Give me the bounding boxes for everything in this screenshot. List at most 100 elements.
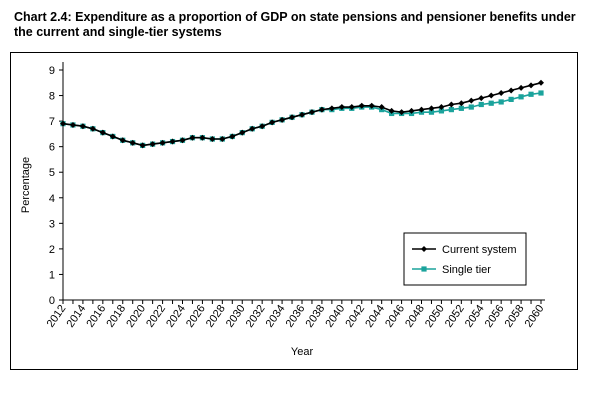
chart-title: Chart 2.4: Expenditure as a proportion o… — [14, 10, 576, 39]
x-tick-label: 2058 — [503, 303, 527, 330]
single-tier-point — [438, 108, 445, 114]
legend-single-tier-marker — [421, 266, 427, 272]
current-system-point — [378, 104, 385, 111]
current-system-point — [418, 106, 425, 113]
x-tick-label: 2044 — [363, 303, 387, 330]
current-system-point — [189, 134, 196, 141]
legend-current-system-marker — [421, 246, 427, 252]
y-axis-label: Percentage — [20, 157, 32, 213]
current-system-point — [259, 123, 266, 130]
legend-box — [403, 232, 527, 286]
current-system-point — [109, 133, 116, 140]
single-tier-point — [448, 107, 454, 113]
current-system-point — [498, 90, 505, 96]
y-tick-label: 2 — [49, 244, 55, 256]
x-tick-label: 2018 — [104, 303, 128, 330]
current-system-point — [289, 114, 296, 121]
current-system-point — [338, 104, 345, 111]
current-system-point — [219, 136, 226, 142]
current-system-point — [169, 138, 176, 145]
x-axis-label: Year — [291, 346, 314, 358]
single-tier-point — [508, 96, 514, 102]
legend-current-system-label: Current system — [442, 244, 517, 256]
x-tick-label: 2026 — [184, 303, 208, 330]
y-tick-label: 8 — [49, 91, 55, 103]
legend-single-tier-label: Single tier — [442, 264, 491, 276]
current-system-point — [99, 129, 106, 136]
current-system-point — [388, 107, 395, 114]
x-tick-label: 2022 — [144, 303, 168, 330]
x-tick-label: 2042 — [343, 303, 367, 330]
x-tick-label: 2036 — [284, 303, 308, 330]
y-tick-label: 7 — [49, 116, 55, 128]
x-tick-label: 2046 — [383, 303, 407, 330]
current-system-point — [239, 129, 246, 136]
single-tier-point — [428, 109, 435, 115]
current-system-point — [209, 136, 216, 142]
current-system-point — [199, 134, 206, 141]
current-system-point — [318, 106, 325, 113]
current-system-point — [129, 139, 136, 146]
current-system-point — [269, 119, 276, 126]
x-tick-label: 2020 — [124, 303, 148, 330]
x-tick-label: 2052 — [443, 303, 467, 330]
x-tick-label: 2054 — [463, 303, 487, 330]
y-tick-label: 0 — [49, 295, 55, 307]
current-system-point — [179, 137, 186, 144]
current-system-point — [159, 139, 166, 146]
y-tick-label: 3 — [49, 218, 55, 230]
current-system-point — [299, 111, 305, 118]
x-tick-label: 2034 — [264, 303, 288, 330]
chart-frame: 0 1 2 3 4 5 6 7 8 9 2012 2014 2016 2018 2020 2022 2024 20… — [10, 52, 578, 370]
current-system-point — [308, 109, 315, 116]
y-tick-label: 4 — [49, 193, 55, 205]
current-system-point — [60, 120, 66, 127]
current-system-point — [398, 109, 405, 116]
current-system-point — [368, 102, 375, 109]
line-chart: 0123456789201220142016201820202022202420… — [20, 62, 547, 358]
current-system-point — [119, 137, 126, 144]
current-system-point — [458, 100, 465, 107]
current-system-point — [89, 125, 96, 132]
x-tick-label: 2050 — [423, 303, 447, 330]
single-tier-point — [538, 90, 544, 96]
current-system-point — [139, 142, 146, 149]
current-system-point — [149, 141, 156, 148]
current-system-point — [358, 102, 365, 109]
single-tier-point — [498, 99, 504, 105]
x-tick-label: 2060 — [523, 303, 547, 330]
current-system-point — [408, 107, 415, 114]
x-tick-label: 2016 — [84, 303, 108, 330]
y-tick-label: 9 — [49, 65, 55, 77]
current-system-point — [478, 95, 485, 102]
current-system-point — [448, 101, 455, 108]
current-system-point — [518, 84, 525, 91]
current-system-point — [438, 104, 445, 111]
x-tick-label: 2056 — [483, 303, 507, 330]
current-system-point — [348, 104, 355, 111]
x-tick-label: 2048 — [403, 303, 427, 330]
current-system-point — [328, 105, 335, 112]
single-tier-point — [518, 94, 524, 100]
y-tick-label: 1 — [49, 269, 55, 281]
current-system-point — [428, 105, 435, 112]
single-tier-point — [458, 105, 464, 111]
current-system-point — [528, 82, 535, 89]
single-tier-point — [528, 91, 534, 97]
current-system-point — [468, 97, 475, 104]
single-tier-point — [488, 100, 494, 106]
current-system-point — [249, 125, 256, 132]
single-tier-point — [468, 104, 474, 110]
x-tick-label: 2040 — [323, 303, 347, 330]
x-tick-label: 2024 — [164, 303, 188, 330]
current-system-point — [69, 121, 76, 128]
x-tick-label: 2030 — [224, 303, 248, 330]
x-tick-label: 2014 — [65, 303, 89, 330]
x-tick-label: 2038 — [304, 303, 328, 330]
current-system-point — [508, 87, 515, 94]
current-system-point — [279, 116, 286, 123]
y-tick-label: 6 — [49, 142, 55, 154]
x-tick-label: 2032 — [244, 303, 268, 330]
current-system-point — [538, 79, 544, 86]
current-system-point — [79, 123, 86, 130]
